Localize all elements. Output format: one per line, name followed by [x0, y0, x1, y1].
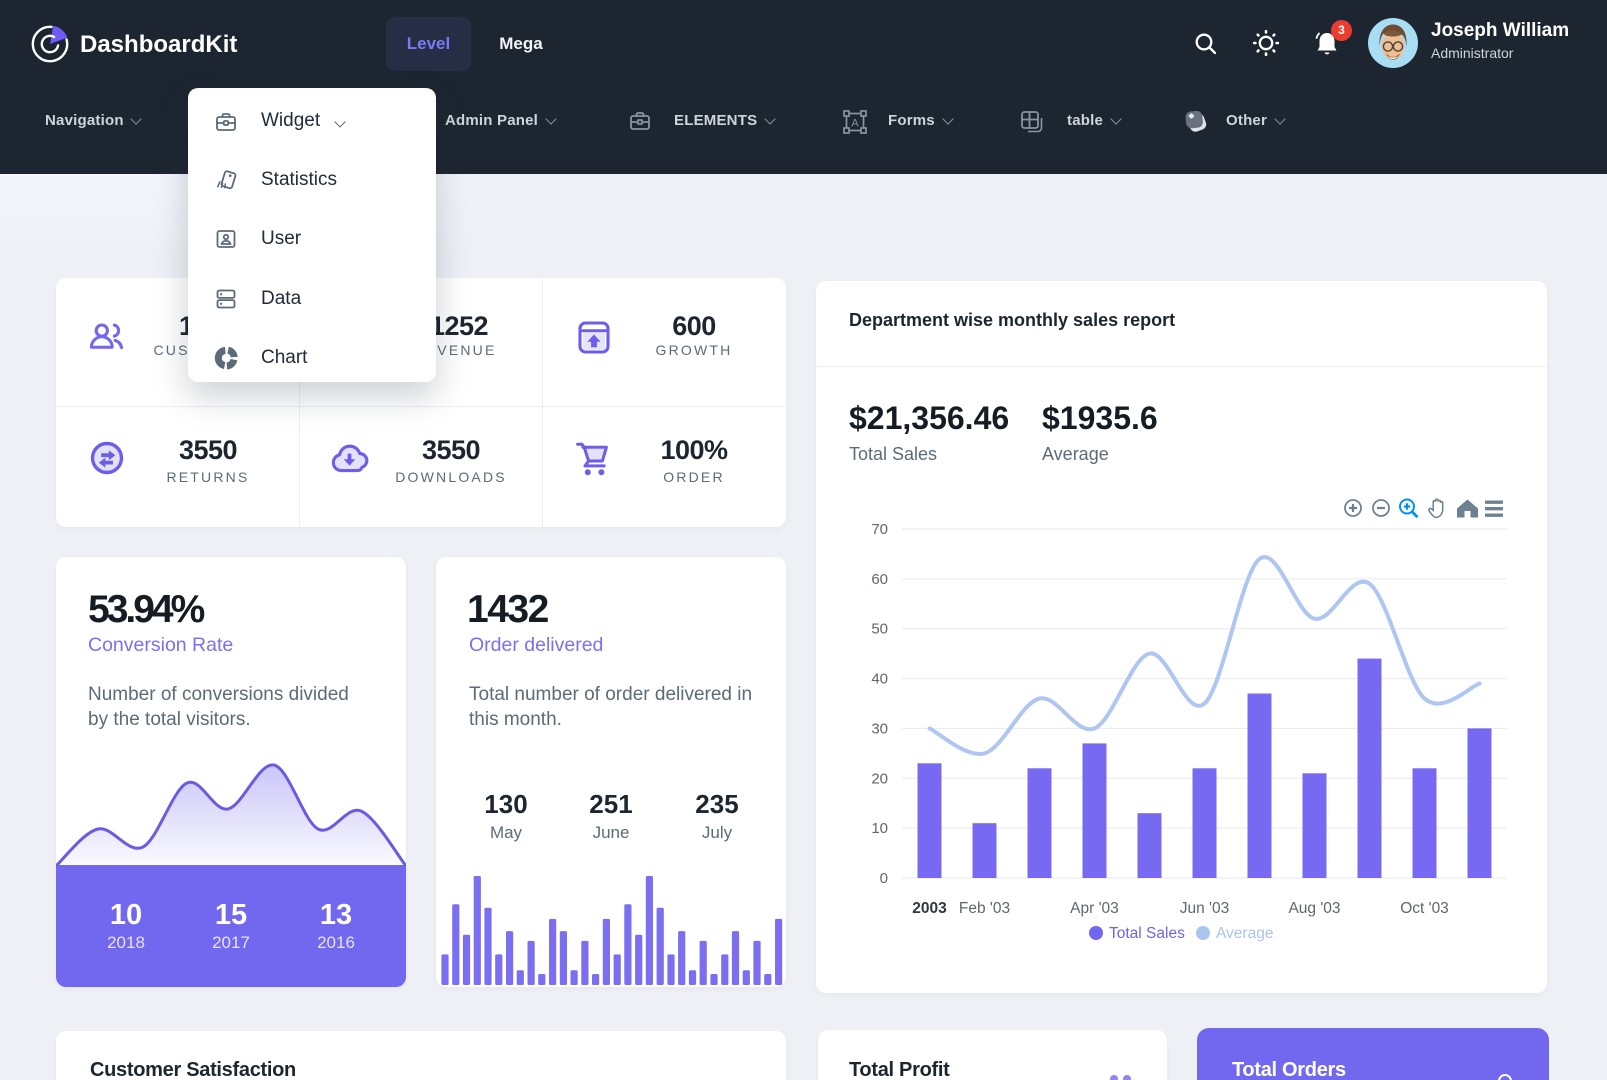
svg-text:Apr '03: Apr '03: [1070, 900, 1119, 917]
svg-text:10: 10: [871, 820, 888, 837]
svg-text:20: 20: [871, 770, 888, 787]
svg-text:Aug '03: Aug '03: [1288, 900, 1340, 917]
svg-text:Oct '03: Oct '03: [1400, 900, 1449, 917]
svg-text:60: 60: [871, 571, 888, 588]
svg-text:50: 50: [871, 621, 888, 638]
svg-text:Jun '03: Jun '03: [1180, 900, 1230, 917]
svg-text:Average: Average: [1216, 925, 1273, 942]
svg-text:2003: 2003: [912, 900, 947, 917]
svg-text:Feb '03: Feb '03: [959, 900, 1010, 917]
svg-text:30: 30: [871, 720, 888, 737]
svg-text:40: 40: [871, 671, 888, 688]
svg-text:A: A: [851, 118, 859, 130]
svg-text:Total Sales: Total Sales: [1109, 925, 1185, 942]
svg-text:0: 0: [880, 870, 888, 887]
svg-text:70: 70: [871, 521, 888, 538]
